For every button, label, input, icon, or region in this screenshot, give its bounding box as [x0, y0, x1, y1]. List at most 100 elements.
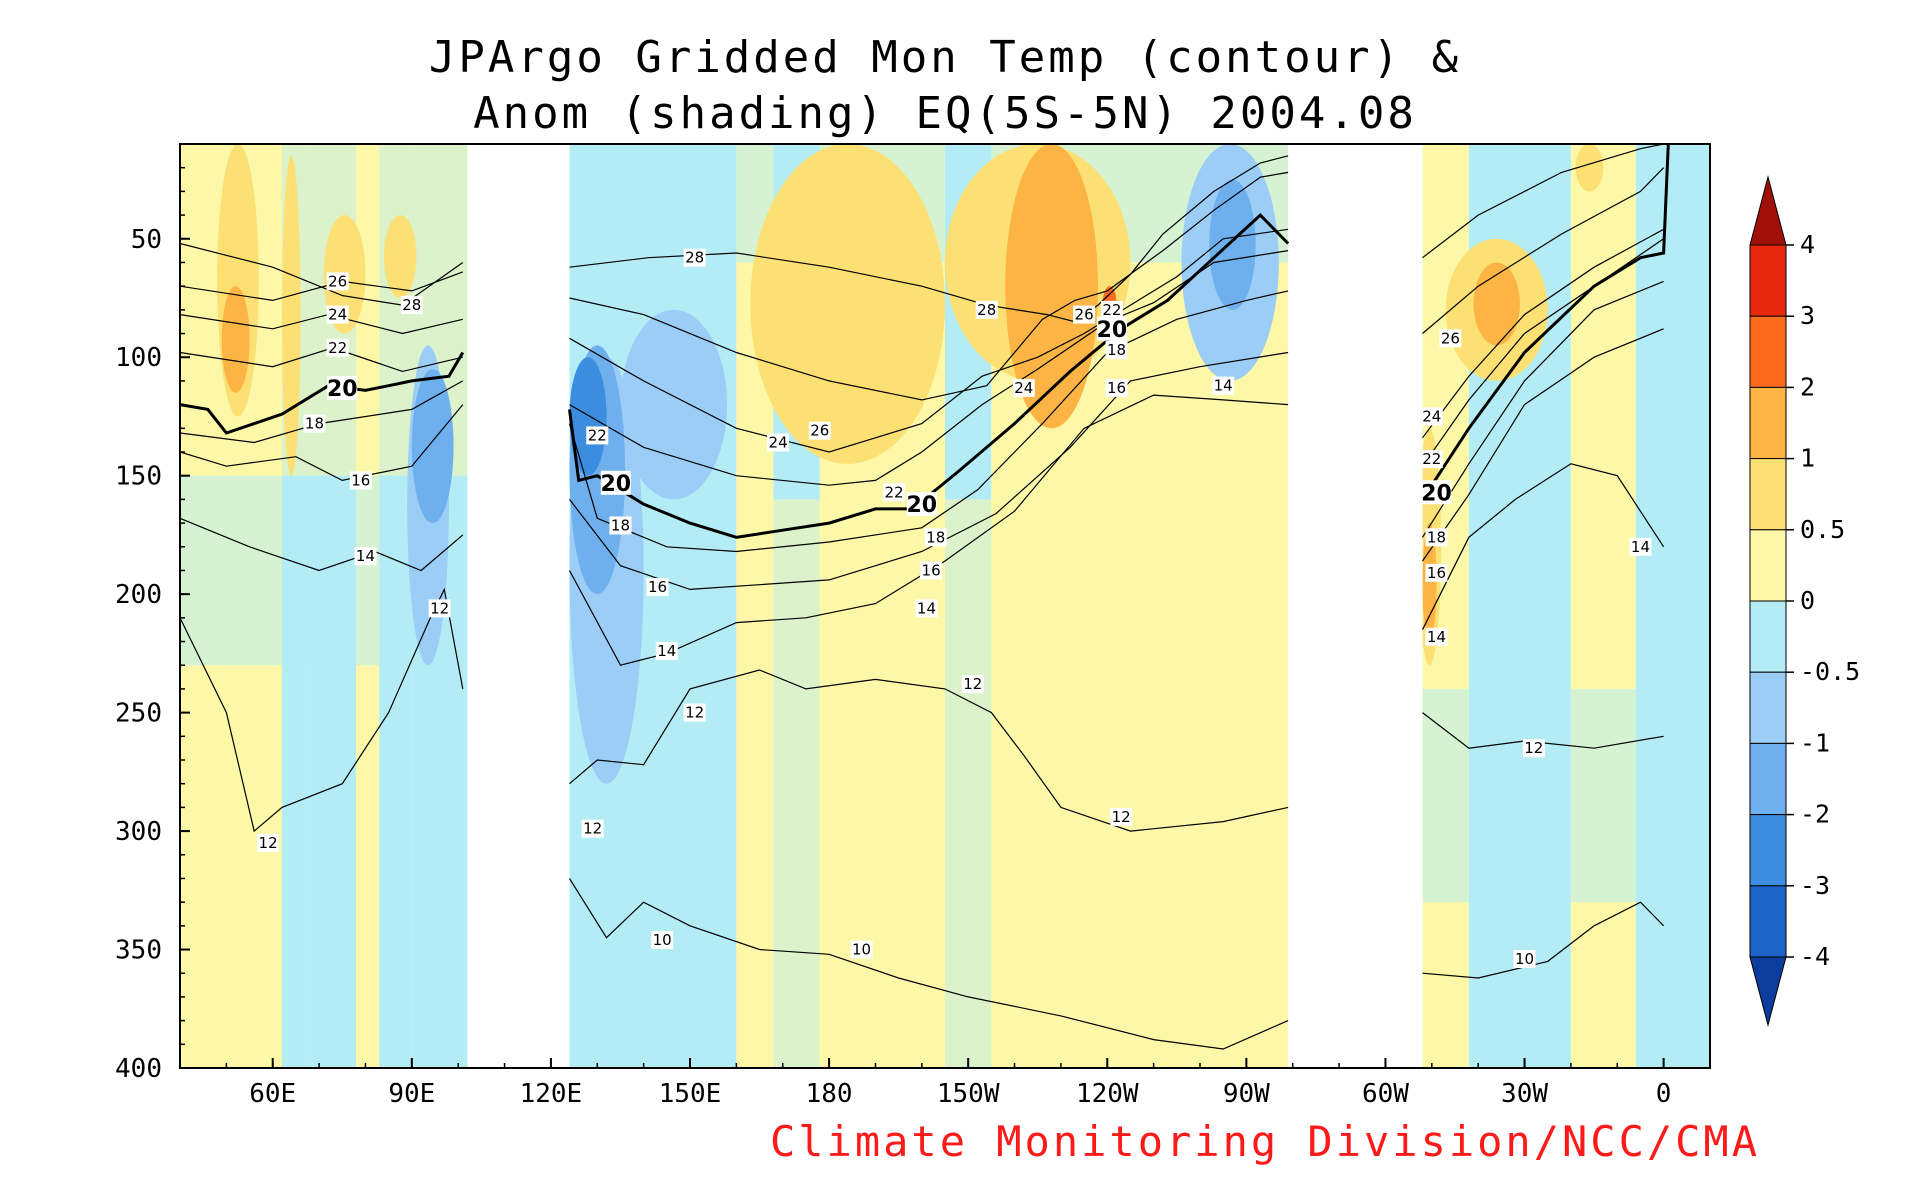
contour-line-28 — [1422, 144, 1664, 259]
contour-label: 22 — [588, 426, 607, 444]
contour-line-26 — [1422, 167, 1665, 334]
contour-label: 12 — [1524, 739, 1543, 757]
contour-label: 12 — [963, 675, 982, 693]
contour-label-bg — [327, 376, 358, 401]
anomaly-shading-layer — [180, 144, 1710, 1068]
contour-label-bg — [1425, 627, 1448, 646]
contour-label: 22 — [1102, 301, 1121, 319]
contour-label-bg — [915, 599, 938, 618]
x-axis: 60E 90E 120E 150E 180 150W 120W 90W 60W 30W 0 — [225, 1058, 1672, 1109]
contour-line-18 — [1421, 280, 1664, 538]
anomaly-patch — [569, 357, 607, 476]
anomaly-patch — [1575, 144, 1604, 192]
contour-label: 18 — [611, 516, 630, 534]
contour-label-bg — [326, 305, 349, 324]
colorbar-level-label: 4 — [1800, 230, 1815, 259]
contour-label-bg — [924, 528, 947, 547]
x-tick-label: 90W — [1223, 1079, 1270, 1109]
colorbar-level-label: 1 — [1800, 444, 1815, 473]
contour-label: 10 — [1515, 950, 1534, 968]
anomaly-patch — [750, 144, 945, 464]
contour-label: 26 — [328, 272, 347, 290]
contour-label: 16 — [1427, 564, 1446, 582]
contour-line-14 — [1421, 463, 1665, 630]
x-tick-label: 30W — [1501, 1079, 1548, 1109]
contour-label: 14 — [1631, 538, 1650, 556]
contour-label-layer: 2826242220181614121228222018161412121024… — [257, 248, 1652, 969]
contour-label: 22 — [328, 339, 347, 357]
contour-label: 16 — [648, 578, 667, 596]
colorbar-level-label: 3 — [1800, 301, 1815, 330]
contour-label: 18 — [305, 415, 324, 433]
colorbar-box — [1749, 386, 1787, 460]
contour-label: 14 — [356, 547, 375, 565]
contour-line-10 — [1422, 901, 1665, 979]
anomaly-region — [1422, 688, 1710, 903]
y-axis: 50 100 150 200 250 300 350 400 — [115, 166, 190, 1084]
credit-text: Climate Monitoring Division/NCC/CMA — [770, 1117, 1760, 1166]
anomaly-patch — [221, 286, 250, 393]
contour-line-18 — [568, 290, 1289, 553]
contour-label-bg — [850, 940, 873, 959]
colorbar-top-arrow — [1749, 175, 1787, 246]
contour-label-bg — [883, 483, 905, 502]
contour-label-bg — [1212, 376, 1235, 395]
x-tick-label: 90E — [388, 1079, 435, 1109]
x-tick-label: 150W — [937, 1079, 1000, 1109]
x-tick-label: 0 — [1656, 1079, 1672, 1109]
contour-label: 22 — [1422, 450, 1441, 468]
contour-label-bg — [581, 819, 604, 838]
contour-line-22 — [569, 250, 1289, 486]
colorbar-level-label: -1 — [1800, 728, 1830, 757]
colorbar-box — [1749, 885, 1787, 958]
anomaly-region — [736, 499, 1289, 1068]
contour-label-bg — [1629, 537, 1652, 556]
colorbar-box — [1749, 458, 1787, 531]
x-tick-label: 120E — [520, 1079, 583, 1109]
chart-title-line-1: JPArgo Gridded Mon Temp (contour) & — [429, 32, 1461, 83]
colorbar-box — [1749, 671, 1787, 744]
colorbar-level-label: -4 — [1800, 942, 1830, 971]
x-tick-label: 60E — [249, 1079, 296, 1109]
contour-label-bg — [961, 675, 984, 694]
contour-label-bg — [354, 547, 377, 566]
anomaly-patch — [620, 309, 728, 500]
contour-line-20 — [568, 213, 1290, 539]
contour-label: 12 — [583, 820, 602, 838]
contour-label: 20 — [1421, 481, 1452, 506]
contour-label: 18 — [926, 528, 945, 546]
contour-label: 16 — [351, 471, 370, 489]
anomaly-base-band — [1570, 144, 1636, 1068]
contour-label: 28 — [402, 296, 421, 314]
contour-label-bg — [683, 248, 706, 267]
contour-line-12 — [569, 669, 1289, 832]
anomaly-patch — [1473, 262, 1520, 346]
contour-label: 14 — [1427, 628, 1446, 646]
x-tick-label: 180 — [806, 1079, 853, 1109]
contour-label-bg — [1513, 950, 1536, 969]
no-data-gap — [1288, 144, 1423, 1068]
contour-label: 20 — [601, 472, 632, 497]
colorbar-box — [1749, 814, 1787, 887]
colorbar-legend: 4 3 2 1 0.5 0 -0.5 -1 -2 -3 -4 — [1749, 175, 1860, 1027]
contour-label-bg — [1420, 450, 1443, 469]
contour-line-20 — [1421, 144, 1670, 501]
contour-line-20 — [180, 351, 465, 435]
contour-line-12 — [180, 587, 464, 833]
plot-frame — [179, 143, 1711, 1069]
anomaly-patch — [384, 215, 417, 298]
colorbar-box — [1749, 529, 1787, 602]
y-tick-label: 350 — [115, 936, 162, 966]
contour-label: 14 — [917, 599, 936, 617]
y-tick-label: 300 — [115, 817, 162, 847]
contour-label-bg — [1105, 379, 1128, 398]
contour-line-16 — [1422, 328, 1664, 562]
contour-label: 20 — [1097, 318, 1128, 343]
y-tick-label: 200 — [115, 580, 162, 610]
anomaly-patch — [1422, 523, 1437, 642]
contour-label-bg — [1425, 563, 1448, 582]
y-tick-label: 150 — [115, 462, 162, 492]
contour-line-28 — [180, 242, 464, 306]
contour-label-bg — [586, 426, 609, 445]
y-tick-label: 50 — [131, 225, 162, 255]
